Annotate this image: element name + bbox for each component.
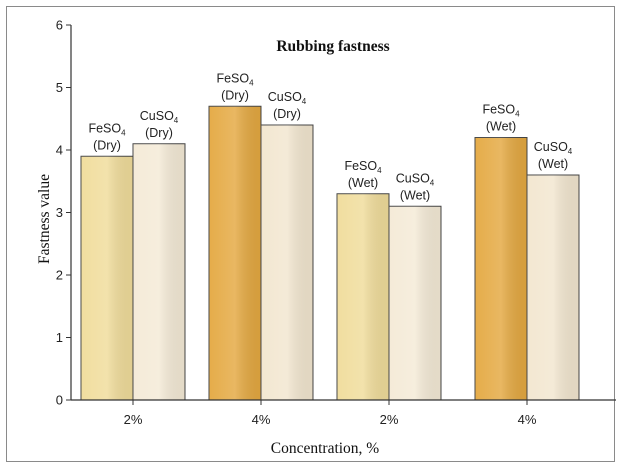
bar-formula-label: CuSO4 [534, 140, 573, 156]
bar-shading [389, 206, 441, 400]
bar-condition-label: (Wet) [400, 188, 430, 202]
x-tick-label: 4% [252, 412, 271, 427]
bar-formula-label: CuSO4 [268, 90, 307, 106]
bar-shading [261, 125, 313, 400]
bar-formula-label: FeSO4 [344, 159, 382, 175]
y-tick-label: 5 [56, 80, 63, 95]
bar-shading [475, 137, 527, 400]
bar-shading [337, 193, 389, 400]
bar-labels-layer: FeSO4(Dry)CuSO4(Dry)FeSO4(Dry) CuSO4(Dry)… [88, 71, 572, 202]
bar-condition-label: (Wet) [348, 176, 378, 190]
x-tick-label: 2% [380, 412, 399, 427]
bar-shading [81, 156, 133, 400]
bar-formula-label: FeSO4 [88, 121, 126, 137]
bar-formula-label: FeSO4 [482, 103, 520, 119]
bar-condition-label: (Wet) [538, 157, 568, 171]
bar-shading [527, 175, 579, 400]
bar-formula-label: CuSO4 [396, 171, 435, 187]
bar-condition-label: (Wet) [486, 120, 516, 134]
x-axis-title: Concentration, % [271, 440, 380, 457]
bar-condition-label: (Dry) [221, 88, 249, 102]
bars-layer [80, 105, 580, 401]
bar-formula-label: FeSO4 [216, 71, 254, 87]
y-tick-label: 2 [56, 268, 63, 283]
y-tick-label: 1 [56, 330, 63, 345]
bar-shading [209, 106, 261, 400]
x-axis: 2% 4% 2% 4% [71, 399, 616, 427]
bar-shading [133, 143, 185, 400]
y-axis: 0 1 2 3 4 5 6 [56, 18, 72, 408]
y-tick-label: 6 [56, 18, 63, 33]
y-tick-label: 3 [56, 205, 63, 220]
bar-chart: FeSO4(Dry)CuSO4(Dry)FeSO4(Dry) CuSO4(Dry)… [36, 18, 616, 457]
bar-condition-label: (Dry) [145, 126, 173, 140]
bar-condition-label: (Dry) [93, 138, 121, 152]
chart-frame: FeSO4 (Dry) CuSO4 (Dry) FeSO4 (Dry) CuSO4 (Dry)… [6, 6, 616, 462]
chart-title: Rubbing fastness [276, 38, 389, 55]
x-tick-label: 2% [124, 412, 143, 427]
bar-condition-label: (Dry) [273, 107, 301, 121]
y-axis-title: Fastness value [36, 174, 53, 264]
bar-formula-label: CuSO4 [140, 109, 179, 125]
y-tick-label: 0 [56, 393, 63, 408]
x-tick-label: 4% [518, 412, 537, 427]
y-tick-label: 4 [56, 143, 63, 158]
